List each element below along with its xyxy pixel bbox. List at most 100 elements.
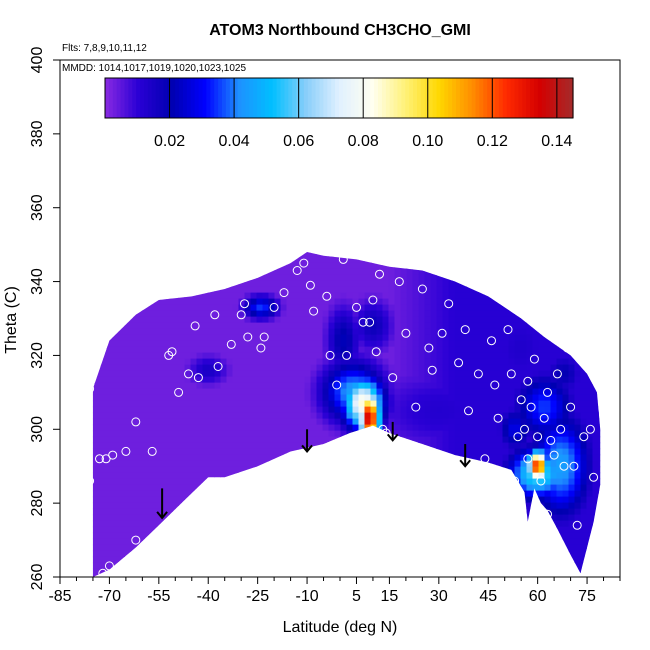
heatmap-cell <box>316 568 324 576</box>
heatmap-cell <box>358 310 366 318</box>
heatmap-cell <box>322 418 330 426</box>
heatmap-cell <box>466 424 474 432</box>
heatmap-cell <box>106 352 114 360</box>
heatmap-cell <box>280 538 288 546</box>
heatmap-cell <box>148 292 156 300</box>
heatmap-cell <box>466 430 474 438</box>
heatmap-cell <box>484 544 492 552</box>
heatmap-cell <box>92 544 96 552</box>
heatmap-cell <box>286 286 294 294</box>
heatmap-cell <box>382 280 390 288</box>
heatmap-cell <box>382 292 390 300</box>
heatmap-cell <box>118 256 126 264</box>
heatmap-cell <box>220 292 228 300</box>
heatmap-cell <box>244 448 252 456</box>
heatmap-cell <box>580 436 588 444</box>
heatmap-cell <box>286 496 294 504</box>
heatmap-cell <box>322 478 330 486</box>
heatmap-cell <box>580 376 588 384</box>
heatmap-cell <box>424 328 432 336</box>
heatmap-cell <box>220 358 228 366</box>
heatmap-cell <box>298 454 306 462</box>
heatmap-cell <box>124 526 132 534</box>
heatmap-cell <box>376 436 384 444</box>
heatmap-cell <box>262 436 270 444</box>
heatmap-cell <box>184 502 192 510</box>
heatmap-cell <box>496 466 504 474</box>
heatmap-cell <box>424 424 432 432</box>
heatmap-cell <box>430 328 438 336</box>
heatmap-cell <box>160 334 168 342</box>
heatmap-cell <box>100 388 108 396</box>
heatmap-cell <box>256 454 264 462</box>
heatmap-cell <box>226 472 234 480</box>
heatmap-cell <box>160 514 168 522</box>
heatmap-cell <box>214 358 222 366</box>
heatmap-cell <box>412 550 420 558</box>
heatmap-cell <box>268 550 276 558</box>
heatmap-cell <box>286 322 294 330</box>
heatmap-cell <box>160 358 168 366</box>
heatmap-cell <box>544 394 552 402</box>
heatmap-cell <box>574 388 582 396</box>
heatmap-cell <box>208 502 216 510</box>
heatmap-cell <box>418 256 426 264</box>
heatmap-cell <box>412 268 420 276</box>
heatmap-cell <box>179 581 186 588</box>
heatmap-cell <box>418 252 426 258</box>
heatmap-cell <box>92 532 96 540</box>
heatmap-cell <box>364 532 372 540</box>
heatmap-cell <box>352 370 360 378</box>
heatmap-cell <box>196 538 204 546</box>
heatmap-cell <box>118 454 126 462</box>
heatmap-cell <box>472 454 480 462</box>
heatmap-cell <box>328 424 336 432</box>
heatmap-cell <box>160 466 168 474</box>
heatmap-cell <box>400 268 408 276</box>
heatmap-cell <box>550 550 558 558</box>
heatmap-cell <box>538 424 546 432</box>
heatmap-cell <box>100 322 108 330</box>
heatmap-cell <box>112 358 120 366</box>
heatmap-cell <box>502 532 510 540</box>
heatmap-cell <box>400 532 408 540</box>
heatmap-cell <box>190 544 198 552</box>
heatmap-cell <box>526 268 534 276</box>
heatmap-cell <box>460 448 468 456</box>
heatmap-cell <box>256 370 264 378</box>
heatmap-cell <box>382 526 390 534</box>
heatmap-cell <box>562 298 570 306</box>
heatmap-cell <box>154 328 162 336</box>
heatmap-cell <box>322 268 330 276</box>
heatmap-cell <box>154 370 162 378</box>
heatmap-cell <box>112 328 120 336</box>
heatmap-cell <box>520 430 528 438</box>
heatmap-cell <box>592 466 600 474</box>
heatmap-cell <box>448 502 456 510</box>
heatmap-cell <box>202 382 210 390</box>
heatmap-cell <box>154 268 162 276</box>
heatmap-cell <box>460 436 468 444</box>
heatmap-cell <box>538 562 546 570</box>
heatmap-cell <box>322 286 330 294</box>
heatmap-cell <box>556 460 564 468</box>
heatmap-cell <box>382 562 390 570</box>
heatmap-cell <box>436 286 444 294</box>
heatmap-cell <box>148 316 156 324</box>
heatmap-cell <box>514 358 522 366</box>
heatmap-cell <box>520 316 528 324</box>
heatmap-cell <box>184 334 192 342</box>
heatmap-cell <box>250 550 258 558</box>
heatmap-cell <box>478 298 486 306</box>
heatmap-cell <box>562 316 570 324</box>
heatmap-cell <box>154 532 162 540</box>
heatmap-cell <box>334 454 342 462</box>
heatmap-cell <box>130 532 138 540</box>
heatmap-cell <box>442 514 450 522</box>
heatmap-cell <box>418 274 426 282</box>
heatmap-cell <box>562 280 570 288</box>
heatmap-cell <box>586 376 594 384</box>
heatmap-cell <box>226 346 234 354</box>
heatmap-cell <box>316 442 324 450</box>
heatmap-cell <box>262 280 270 288</box>
